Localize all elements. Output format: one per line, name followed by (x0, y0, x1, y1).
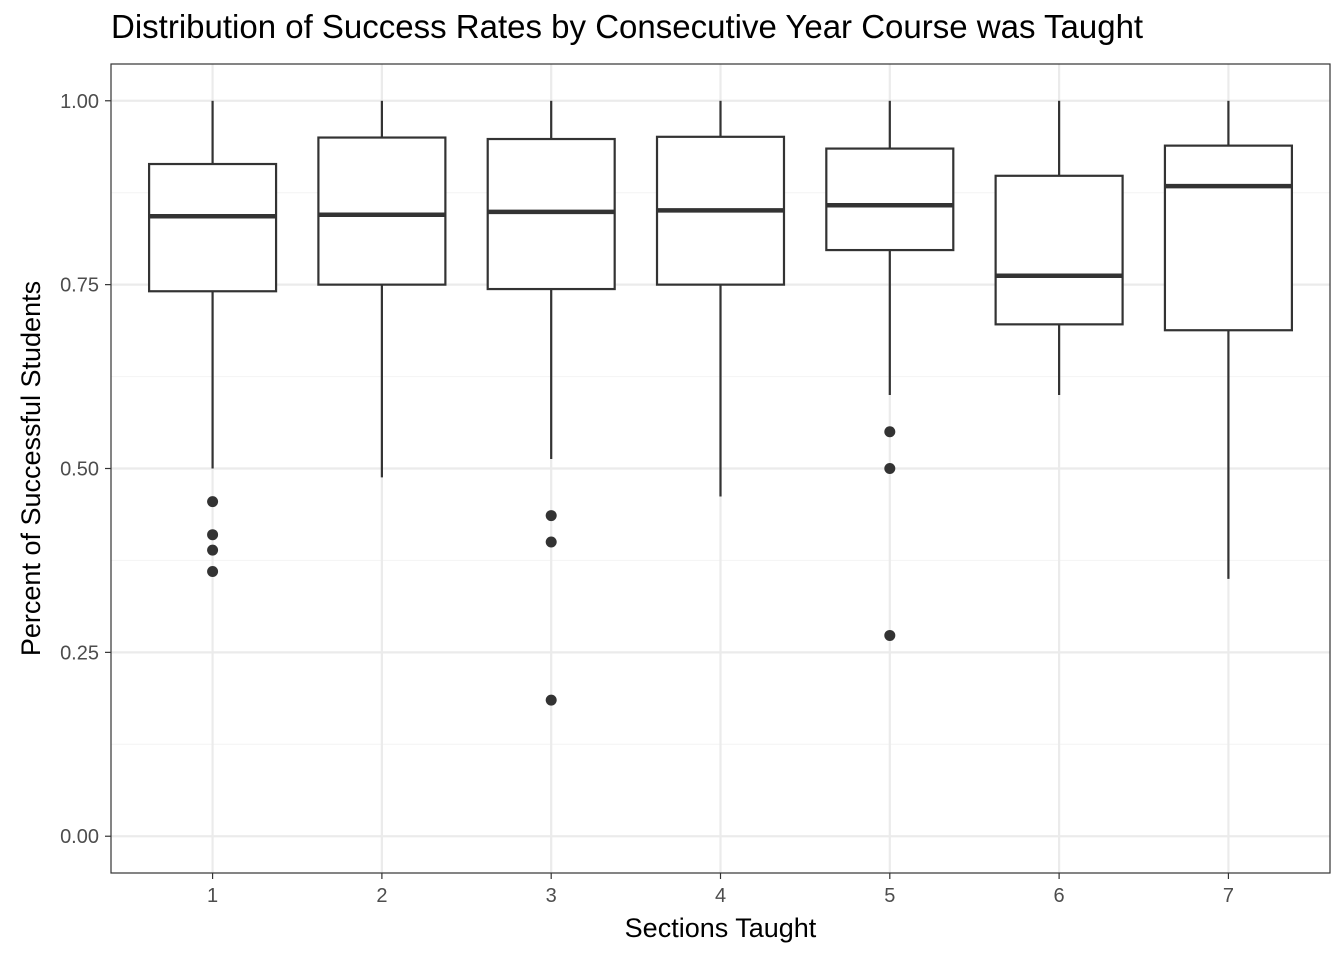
y-axis-title: Percent of Successful Students (16, 281, 46, 656)
box-group-2 (317, 100, 447, 478)
y-axis: 0.00 0.25 0.50 0.75 1.00 (60, 91, 111, 848)
outlier-point (884, 629, 896, 641)
chart-title: Distribution of Success Rates by Consecu… (111, 8, 1144, 45)
box-group-5 (825, 100, 955, 641)
x-tick-label: 2 (376, 885, 387, 907)
box-series (147, 100, 1294, 706)
x-axis: 1 2 3 4 5 6 7 (207, 873, 1234, 907)
box-group-3 (486, 100, 616, 706)
outlier-point (207, 565, 219, 577)
box-iqr (147, 162, 278, 293)
y-tick-label: 0.00 (60, 826, 99, 848)
outlier-point (884, 426, 896, 438)
x-tick-label: 6 (1054, 885, 1065, 907)
outlier-point (545, 536, 557, 548)
outlier-point (545, 694, 557, 706)
y-tick-label: 0.25 (60, 642, 99, 664)
box-iqr (825, 147, 955, 252)
outlier-point (207, 544, 219, 556)
box-iqr (317, 136, 447, 286)
x-tick-label: 5 (884, 885, 895, 907)
outlier-point (545, 510, 557, 522)
outlier-point (207, 496, 219, 508)
x-tick-label: 1 (207, 885, 218, 907)
box-group-7 (1163, 100, 1294, 579)
y-tick-label: 0.75 (60, 275, 99, 297)
y-tick-label: 0.50 (60, 459, 99, 481)
box-iqr (994, 174, 1124, 326)
outlier-point (207, 529, 219, 541)
outlier-point (884, 463, 896, 474)
box-group-6 (994, 100, 1124, 395)
x-tick-label: 7 (1223, 885, 1234, 907)
box-group-1 (147, 100, 278, 577)
x-tick-label: 3 (546, 885, 557, 907)
x-axis-title: Sections Taught (625, 913, 817, 943)
y-tick-label: 1.00 (60, 91, 99, 113)
x-tick-label: 4 (715, 885, 726, 907)
box-group-4 (655, 100, 786, 497)
box-iqr (1163, 144, 1294, 332)
